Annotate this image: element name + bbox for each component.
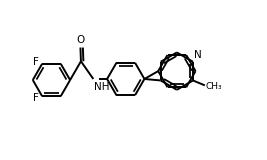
Text: NH: NH [94,82,110,92]
Text: O: O [77,35,85,45]
Text: F: F [33,93,39,103]
Text: CH₃: CH₃ [206,82,222,91]
Text: N: N [194,50,202,60]
Text: F: F [33,57,39,67]
